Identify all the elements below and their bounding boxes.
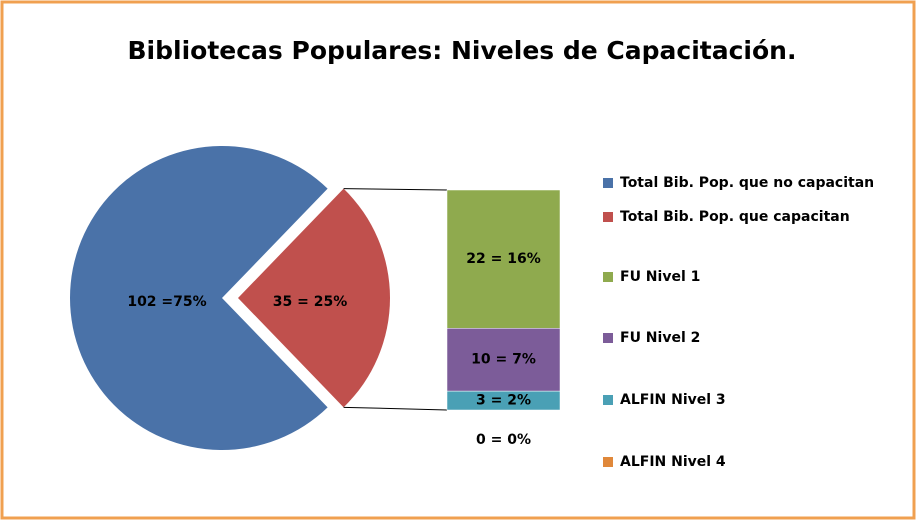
legend-swatch [603,395,613,405]
data-label: 22 = 16% [466,251,540,267]
legend-label: ALFIN Nivel 4 [620,454,726,470]
legend-swatch [603,212,613,222]
data-label: 35 = 25% [273,294,347,310]
legend-label: FU Nivel 1 [620,269,700,285]
legend-swatch [603,272,613,282]
legend-swatch [603,457,613,467]
legend-label: Total Bib. Pop. que capacitan [620,209,850,225]
data-label: 0 = 0% [476,432,531,448]
legend-swatch [603,333,613,343]
data-label: 102 =75% [127,294,206,310]
bar-segment [446,189,561,329]
bar-segment [446,390,561,411]
legend-swatch [603,178,613,188]
data-label: 10 = 7% [471,352,536,368]
connector [343,188,448,191]
legend-label: FU Nivel 2 [620,330,700,346]
legend-label: Total Bib. Pop. que no capacitan [620,175,874,191]
legend-label: ALFIN Nivel 3 [620,392,726,408]
connector [343,406,448,411]
data-label: 3 = 2% [476,393,531,409]
pie-slice [238,188,391,408]
pie-slice [70,146,328,450]
chart-title: Bibliotecas Populares: Niveles de Capaci… [128,36,797,65]
